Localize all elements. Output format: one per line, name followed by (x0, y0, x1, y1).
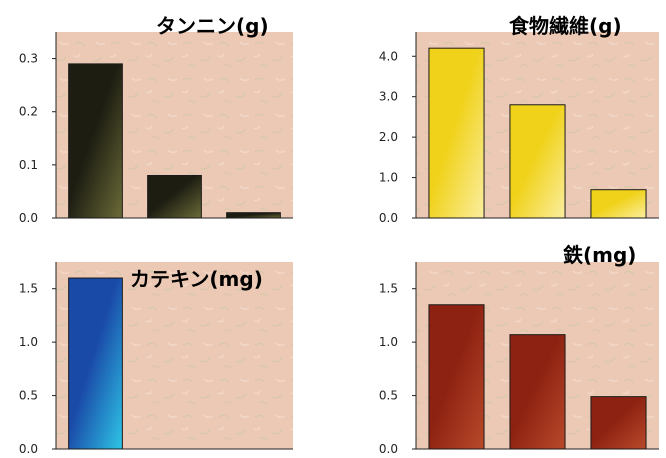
chart-title-dietary-fiber: 食物繊維(g) (509, 14, 622, 38)
y-tick-label: 0.0 (19, 442, 38, 456)
chart-tannin-svg: 0.0 0.1 0.2 0.3 (19, 32, 293, 225)
y-tick-label: 1.0 (379, 335, 398, 349)
chart-title-iron: 鉄(mg) (563, 243, 637, 267)
y-tick-label: 1.0 (379, 171, 398, 185)
chart-panel-dietary-fiber: 0.0 1.0 2.0 3.0 4.0 食物繊維(g) (333, 0, 666, 229)
y-tick-label: 1.5 (19, 282, 38, 296)
y-tick-label: 0.5 (379, 389, 398, 403)
bar (428, 304, 485, 450)
bar (509, 334, 566, 450)
bar (428, 47, 485, 219)
y-tick-label: 4.0 (379, 49, 398, 63)
chart-iron-svg: 0.0 0.5 1.0 1.5 (379, 262, 659, 456)
chart-dietary-fiber-svg: 0.0 1.0 2.0 3.0 4.0 (379, 32, 659, 225)
bar (226, 212, 281, 219)
y-tick-label: 0.5 (19, 389, 38, 403)
bar (590, 189, 647, 219)
y-tick-label: 0.0 (379, 211, 398, 225)
chart-panel-iron: 0.0 0.5 1.0 1.5 鉄(mg) (333, 229, 666, 458)
chart-panel-catechin: 0.0 0.5 1.0 1.5 カテキン(mg) (0, 229, 333, 458)
chart-catechin-svg: 0.0 0.5 1.0 1.5 (19, 262, 293, 456)
bar (590, 396, 647, 450)
y-tick-label: 3.0 (379, 90, 398, 104)
chart-title-tannin: タンニン(g) (156, 14, 269, 38)
bar (68, 277, 123, 450)
y-tick-label: 0.1 (19, 158, 38, 172)
y-tick-label: 0.0 (379, 442, 398, 456)
y-tick-label: 0.0 (19, 211, 38, 225)
bar (509, 104, 566, 219)
y-tick-label: 0.2 (19, 105, 38, 119)
y-tick-label: 1.0 (19, 335, 38, 349)
chart-panel-tannin: 0.0 0.1 0.2 0.3 タンニン(g) (0, 0, 333, 229)
y-tick-label: 1.5 (379, 282, 398, 296)
bar (147, 174, 202, 219)
y-tick-label: 2.0 (379, 130, 398, 144)
bar (68, 63, 123, 219)
y-tick-label: 0.3 (19, 52, 38, 66)
chart-title-catechin: カテキン(mg) (130, 267, 263, 291)
